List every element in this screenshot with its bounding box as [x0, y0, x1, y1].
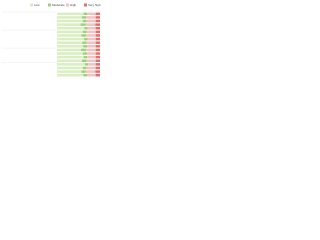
- bar-segment: [82, 52, 88, 55]
- bar-segment: [57, 59, 82, 63]
- bar-segment: [57, 26, 85, 30]
- bar-segment: [83, 45, 88, 48]
- bar-segment: [81, 48, 87, 52]
- legend-label: Moderate: [52, 3, 65, 7]
- bar-segment: [57, 55, 84, 59]
- bar-segment: [57, 12, 84, 16]
- bar-segment: [87, 45, 96, 48]
- bar-segment: [87, 26, 96, 30]
- bar-segment: [86, 16, 96, 19]
- bar-segment: [84, 63, 88, 66]
- bar-segment: [82, 19, 87, 23]
- bar-segment: [57, 70, 82, 73]
- bar-segment: [95, 45, 100, 48]
- bar-segment: [85, 70, 96, 73]
- bar-segment: [87, 55, 96, 59]
- chart: Low Moderate High Very high: [2, 3, 101, 77]
- bar-segment: [81, 59, 87, 63]
- bar-segment: [81, 16, 87, 19]
- bar-segment: [83, 12, 88, 16]
- bar-segment: [81, 34, 87, 37]
- bar-segment: [95, 66, 100, 70]
- bar-segment: [95, 37, 100, 41]
- bar-segment: [86, 30, 96, 34]
- legend-swatch: [84, 3, 87, 7]
- bar-segment: [95, 41, 100, 44]
- bar-segment: [83, 55, 88, 59]
- bar-segment: [57, 23, 81, 26]
- bar-segment: [57, 16, 82, 19]
- bar-segment: [95, 48, 100, 52]
- legend-label: High: [70, 3, 77, 7]
- bar-segment: [57, 66, 83, 70]
- bar-segment: [95, 12, 100, 16]
- bar-segment: [95, 59, 100, 63]
- bar-segment: [86, 48, 96, 52]
- bar-segment: [57, 37, 85, 41]
- bar-segment: [95, 19, 100, 23]
- bar-segment: [57, 48, 82, 52]
- bar-segment: [84, 26, 88, 30]
- bar-segment: [57, 63, 85, 66]
- bar-segment: [85, 23, 96, 26]
- legend-label: Very high: [88, 3, 101, 7]
- bar-segment: [95, 16, 100, 19]
- bar-segment: [57, 41, 83, 44]
- bar-segment: [95, 70, 100, 73]
- bar-segment: [57, 73, 84, 77]
- bar-segment: [87, 37, 96, 41]
- bar-segment: [87, 63, 96, 66]
- legend-swatch: [30, 3, 33, 7]
- bar-segment: [87, 73, 96, 77]
- bar-segment: [82, 41, 87, 44]
- bar-segment: [80, 23, 86, 26]
- bar-segment: [95, 63, 100, 66]
- bar-segment: [57, 19, 83, 23]
- bar-segment: [95, 55, 100, 59]
- bar-segment: [57, 30, 83, 34]
- bar-segment: [95, 26, 100, 30]
- bar-segment: [86, 66, 96, 70]
- bar-segment: [82, 66, 87, 70]
- bar-segment: [87, 52, 96, 55]
- bar-segment: [95, 34, 100, 37]
- bar-segment: [86, 41, 96, 44]
- bar-segment: [83, 73, 88, 77]
- bar-segment: [95, 73, 100, 77]
- bar-segment: [95, 23, 100, 26]
- bar-segment: [86, 19, 96, 23]
- bar-segment: [82, 30, 87, 34]
- bar-segment: [86, 34, 96, 37]
- bar-segment: [87, 12, 96, 16]
- bar-segment: [81, 70, 86, 73]
- bar-segment: [84, 37, 88, 41]
- bar-segment: [57, 52, 83, 55]
- bar-segment: [86, 59, 96, 63]
- legend-swatch: [48, 3, 51, 7]
- legend-label: Low: [34, 3, 40, 7]
- bar-segment: [95, 52, 100, 55]
- bar-segment: [57, 34, 82, 37]
- legend-swatch: [66, 3, 69, 7]
- bar-segment: [57, 45, 84, 48]
- bar-segment: [95, 30, 100, 34]
